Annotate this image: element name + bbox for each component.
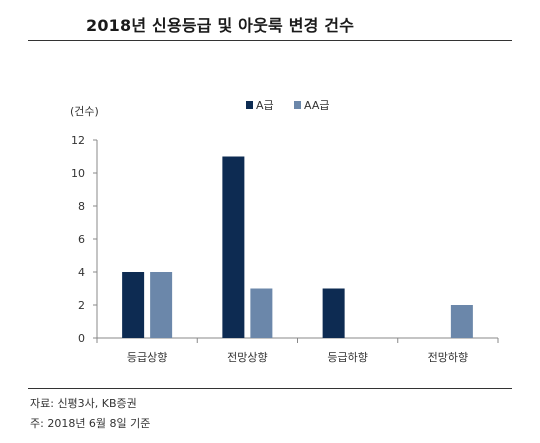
- top-divider: [28, 40, 512, 41]
- legend-swatch: [246, 101, 253, 109]
- chart-notes: 자료: 신평3사, KB증권 주: 2018년 6월 8일 기준: [30, 394, 150, 434]
- y-tick-label: 8: [78, 200, 85, 213]
- y-axis-label: (건수): [70, 105, 99, 118]
- bar-aa-1: [250, 288, 273, 338]
- legend-swatch: [294, 101, 301, 109]
- basis-note: 주: 2018년 6월 8일 기준: [30, 417, 151, 430]
- legend: A급 AA급: [246, 99, 329, 112]
- y-tick-label: 4: [78, 266, 85, 279]
- x-tick-label: 등급하향: [327, 350, 367, 364]
- bar-aa-0: [150, 272, 173, 338]
- source-note: 자료: 신평3사, KB증권: [30, 397, 137, 410]
- bottom-divider: [28, 388, 512, 389]
- y-tick-label: 0: [78, 332, 85, 345]
- y-tick-label: 6: [78, 233, 85, 246]
- y-tick-label: 12: [71, 134, 85, 147]
- bar-a-1: [222, 156, 245, 338]
- y-tick-label: 2: [78, 299, 85, 312]
- bar-a-2: [322, 288, 345, 338]
- bars-group: [122, 156, 473, 338]
- y-tick-label: 10: [71, 167, 85, 180]
- chart-title: 2018년 신용등급 및 아웃룩 변경 건수: [86, 16, 355, 35]
- y-axis: 0 2 4 6 8 10 12: [71, 134, 98, 345]
- bar-aa-3: [450, 305, 473, 338]
- legend-label: AA급: [304, 99, 329, 112]
- x-tick-label: 전망상향: [227, 351, 267, 364]
- bar-a-0: [122, 272, 145, 338]
- x-axis: 등급상향 전망상향 등급하향 전망하향: [96, 337, 499, 364]
- x-tick-label: 등급상향: [127, 351, 167, 364]
- x-tick-label: 전망하향: [428, 350, 468, 364]
- legend-label: A급: [256, 99, 274, 112]
